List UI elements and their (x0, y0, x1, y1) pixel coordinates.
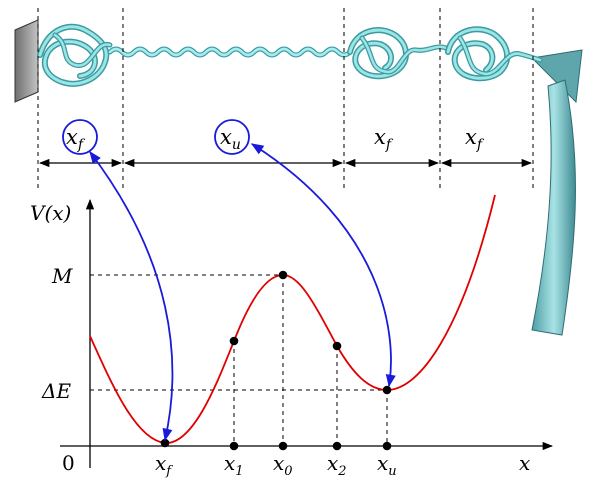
segment-label-3: xf (374, 125, 394, 153)
afm-cantilever (530, 49, 583, 336)
segment-label-4: xf (465, 125, 485, 153)
x-tick-label-x0: x0 (273, 451, 293, 478)
segment-label-1: xf (62, 119, 98, 155)
segment-label-circle (62, 119, 98, 155)
x-tick-label-xu: xu (377, 451, 397, 478)
segment-label-text: x (465, 125, 477, 149)
segment-label-2: xu (214, 119, 250, 155)
svg-text:xf: xf (374, 125, 394, 153)
segment-label-text: x (66, 125, 78, 149)
segment-label-sub: f (476, 137, 485, 153)
axis-points (229, 441, 392, 451)
y-tick-label-delta-e: ΔE (41, 379, 71, 403)
x-tick-label-x1: x1 (224, 451, 244, 478)
x-tick-label-x2: x2 (327, 451, 347, 478)
potential-curve (89, 194, 496, 444)
protein-unfolded-chain (107, 46, 353, 58)
point-x2 (332, 341, 342, 351)
svg-text:xf: xf (66, 125, 86, 153)
point-x0 (278, 270, 288, 280)
mapping-arrow-xu (250, 143, 396, 388)
x-axis-label: x (519, 451, 530, 475)
protein-folded-domain-2 (347, 27, 449, 80)
point-xu (382, 385, 392, 395)
mapping-arrow-xf (89, 150, 174, 442)
point-x1 (229, 336, 239, 346)
protein-folded-domain-3 (445, 26, 543, 82)
segment-label-sub: u (232, 137, 241, 153)
svg-text:xu: xu (220, 125, 241, 153)
segment-label-text: x (220, 125, 232, 149)
segment-label-text: x (374, 125, 386, 149)
segment-label-circle (214, 119, 250, 155)
wall-surface (14, 19, 39, 103)
protein-folded-domain-1 (37, 23, 113, 87)
x-tick-label-xf: xf (155, 451, 173, 478)
plot-axes (60, 198, 554, 468)
y-tick-label-m: M (51, 264, 73, 288)
y-axis-label: V(x) (30, 201, 71, 225)
svg-text:xf: xf (465, 125, 485, 153)
origin-label: 0 (62, 451, 75, 475)
segment-label-sub: f (385, 137, 394, 153)
segment-label-sub: f (77, 137, 86, 153)
